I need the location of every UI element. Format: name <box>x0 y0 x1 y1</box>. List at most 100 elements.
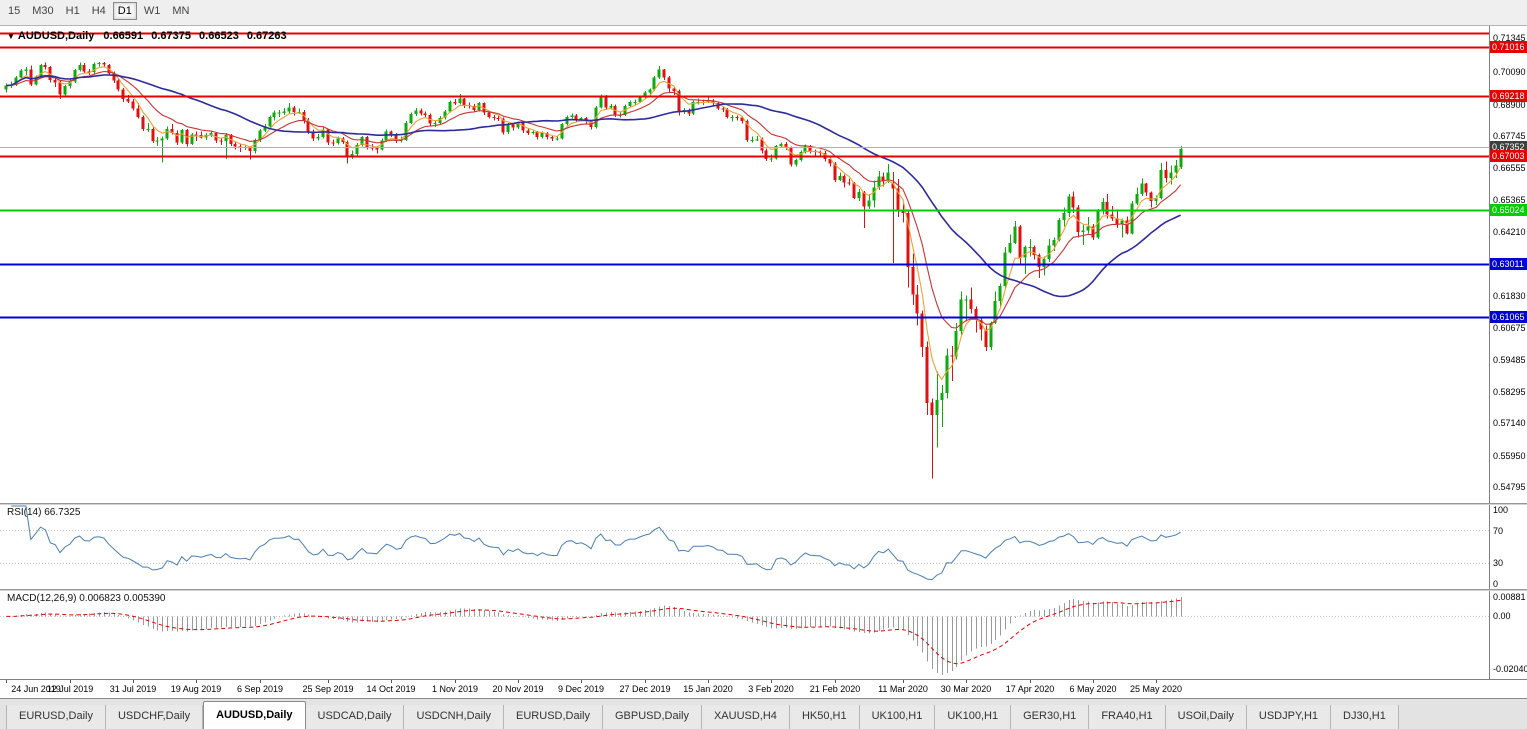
pane-divider-rsi[interactable] <box>0 503 1527 505</box>
chart-tab-eurusd-daily[interactable]: EURUSD,Daily <box>504 705 603 729</box>
macd-indicator-canvas[interactable] <box>0 591 1489 679</box>
time-axis-tick <box>903 680 904 683</box>
rsi-indicator-canvas[interactable] <box>0 505 1489 589</box>
chart-tab-usdcnh-daily[interactable]: USDCNH,Daily <box>404 705 505 729</box>
date-label: 19 Aug 2019 <box>170 684 222 694</box>
time-axis-tick <box>70 680 71 683</box>
price-tick-label: 0.67745 <box>1493 131 1526 141</box>
chart-tab-eurusd-daily[interactable]: EURUSD,Daily <box>6 705 106 729</box>
time-axis-tick <box>328 680 329 683</box>
chart-tab-audusd-daily[interactable]: AUDUSD,Daily <box>203 701 306 729</box>
price-tick-label: 0.55950 <box>1493 451 1526 461</box>
chart-tab-ger30-h1[interactable]: GER30,H1 <box>1011 705 1090 729</box>
time-axis[interactable]: 24 Jun 2019 12 Jul 2019 31 Jul 2019 19 Aug … <box>0 679 1527 698</box>
chart-tab-usdjpy-h1[interactable]: USDJPY,H1 <box>1246 705 1332 729</box>
chart-tab-gbpusd-daily[interactable]: GBPUSD,Daily <box>603 705 702 729</box>
timeframe-button-mn[interactable]: MN <box>172 5 190 17</box>
time-axis-tick <box>1156 680 1157 683</box>
pane-divider-macd[interactable] <box>0 589 1527 591</box>
price-tick-label: 0.71345 <box>1493 33 1526 43</box>
price-tick-label: 0.68900 <box>1493 100 1526 110</box>
macd-axis-label: 0.00 <box>1493 611 1511 621</box>
price-tick-label: 0.61830 <box>1493 291 1526 301</box>
chart-window: ▼ AUDUSD,Daily 0.66591 0.67375 0.66523 0.… <box>0 26 1527 698</box>
time-axis-tick <box>835 680 836 683</box>
date-label: 6 Sep 2019 <box>236 684 284 694</box>
chart-open-value: 0.66591 <box>103 30 144 42</box>
chart-high-value: 0.67375 <box>151 30 191 42</box>
timeframe-button-15[interactable]: 15 <box>8 5 21 17</box>
time-axis-tick <box>1030 680 1031 683</box>
chart-close-value: 0.67263 <box>246 30 287 42</box>
macd-histogram <box>11 597 1182 676</box>
rsi-label: RSI(14) 66.7325 <box>7 507 81 518</box>
date-label: 20 Nov 2019 <box>492 684 544 694</box>
date-label: 9 Dec 2019 <box>557 684 605 694</box>
price-scale[interactable]: 0.71016 0.69218 0.67352 0.67003 0.65024 0.630… <box>1489 26 1527 679</box>
date-label: 15 Jan 2020 <box>683 684 733 694</box>
candles-group <box>4 61 1183 479</box>
price-tick-label: 0.64210 <box>1493 227 1526 237</box>
chart-tab-fra40-h1[interactable]: FRA40,H1 <box>1089 705 1166 729</box>
timeframe-toolbar: 15 M30 H1 H4 D1 W1 MN <box>0 0 1527 26</box>
price-tick-label: 0.70090 <box>1493 67 1526 77</box>
chart-tab-xauusd-h4[interactable]: XAUUSD,H4 <box>701 705 790 729</box>
timeframe-button-w1[interactable]: W1 <box>143 5 161 17</box>
date-label: 31 Jul 2019 <box>109 684 157 694</box>
price-level-label: 0.67003 <box>1490 150 1527 162</box>
timeframe-button-h4[interactable]: H4 <box>91 5 106 17</box>
date-label: 17 Apr 2020 <box>1005 684 1055 694</box>
chart-tab-hk50-h1[interactable]: HK50,H1 <box>789 705 860 729</box>
timeframe-button-m30[interactable]: M30 <box>32 5 54 17</box>
rsi-line <box>11 505 1181 581</box>
chart-tab-usdcad-daily[interactable]: USDCAD,Daily <box>305 705 405 729</box>
price-level-label: 0.65024 <box>1490 204 1527 216</box>
price-tick-label: 0.57140 <box>1493 418 1526 428</box>
chart-title: ▼ AUDUSD,Daily 0.66591 0.67375 0.66523 0.… <box>7 30 292 42</box>
time-axis-tick <box>260 680 261 683</box>
chart-tab-usdchf-daily[interactable]: USDCHF,Daily <box>105 705 204 729</box>
chart-tab-bar: EURUSD,Daily USDCHF,Daily AUDUSD,Daily USDC… <box>0 698 1527 729</box>
time-axis-tick <box>391 680 392 683</box>
date-label: 27 Dec 2019 <box>619 684 671 694</box>
time-axis-tick <box>518 680 519 683</box>
date-label: 21 Feb 2020 <box>809 684 861 694</box>
date-label: 30 Mar 2020 <box>940 684 992 694</box>
chart-symbol-label: AUDUSD,Daily <box>17 30 95 42</box>
rsi-axis-label: 70 <box>1493 526 1504 536</box>
candlestick-chart-canvas[interactable] <box>0 26 1489 503</box>
time-axis-tick <box>645 680 646 683</box>
date-label: 25 May 2020 <box>1129 684 1183 694</box>
rsi-axis-label: 30 <box>1493 558 1504 568</box>
date-label: 12 Jul 2019 <box>46 684 94 694</box>
time-axis-tick <box>771 680 772 683</box>
chart-tab-uk100-h1[interactable]: UK100,H1 <box>935 705 1012 729</box>
time-axis-tick <box>966 680 967 683</box>
ma-fast-line <box>6 66 1182 381</box>
time-axis-tick <box>1093 680 1094 683</box>
date-label: 11 Mar 2020 <box>878 684 928 694</box>
rsi-axis-label: 100 <box>1493 505 1509 515</box>
price-level-label: 0.61065 <box>1490 311 1527 323</box>
date-label: 14 Oct 2019 <box>366 684 416 694</box>
price-tick-label: 0.66555 <box>1493 163 1526 173</box>
ma-slow-line <box>6 74 1181 298</box>
time-axis-tick <box>133 680 134 683</box>
date-label: 3 Feb 2020 <box>748 684 794 694</box>
chart-tab-uk100-h1[interactable]: UK100,H1 <box>859 705 936 729</box>
time-axis-tick <box>196 680 197 683</box>
chart-tab-usoil-daily[interactable]: USOil,Daily <box>1165 705 1247 729</box>
price-tick-label: 0.59485 <box>1493 355 1526 365</box>
timeframe-button-d1[interactable]: D1 <box>112 2 137 20</box>
chart-low-value: 0.66523 <box>199 30 239 42</box>
time-axis-tick <box>455 680 456 683</box>
timeframe-button-h1[interactable]: H1 <box>65 5 80 17</box>
chart-dropdown-icon[interactable]: ▼ <box>7 32 15 41</box>
rsi-axis-label: 0 <box>1493 579 1499 589</box>
chart-tab-dj30-h1[interactable]: DJ30,H1 <box>1331 705 1399 729</box>
price-tick-label: 0.60675 <box>1493 323 1526 333</box>
ma-medium-line <box>6 70 1182 329</box>
macd-axis-label: -0.02040 <box>1493 664 1527 674</box>
price-level-label: 0.69218 <box>1490 90 1527 102</box>
macd-label: MACD(12,26,9) 0.006823 0.005390 <box>7 593 166 604</box>
